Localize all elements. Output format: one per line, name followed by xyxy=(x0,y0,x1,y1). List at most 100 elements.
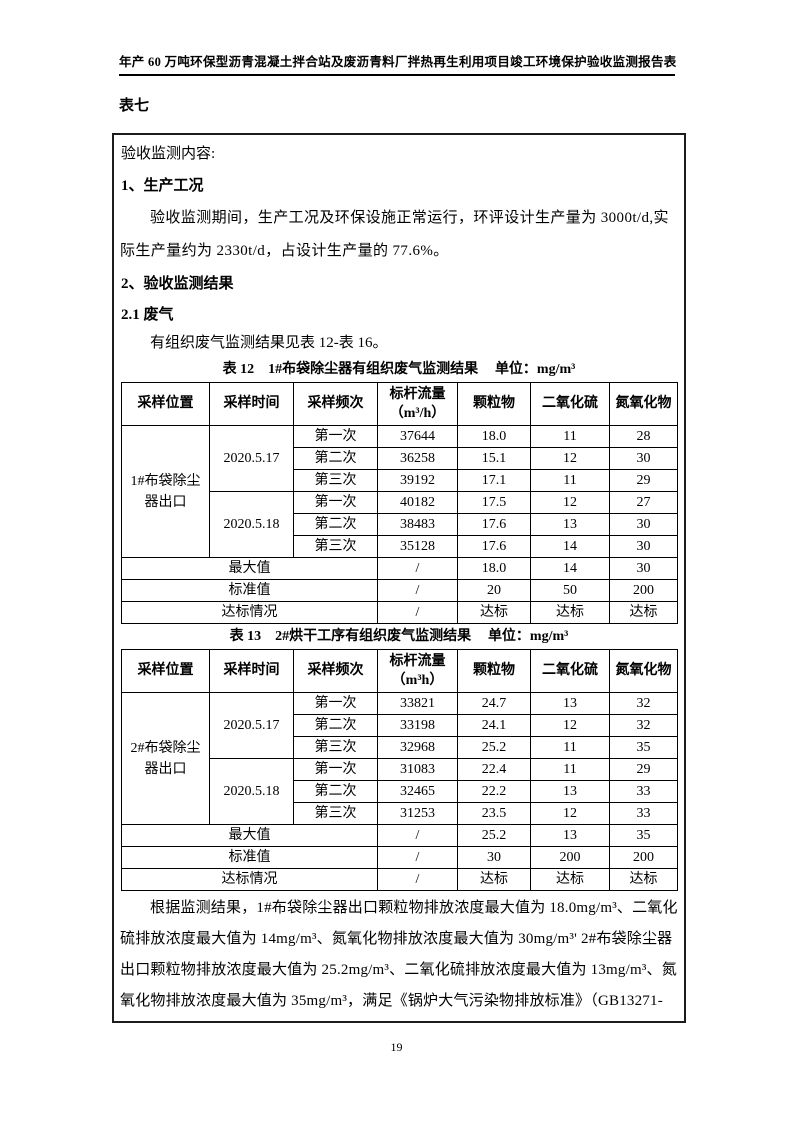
flow-value-cell: 38483 xyxy=(377,513,458,536)
flow-header-line2: （m³/h） xyxy=(389,406,446,421)
nox-value-cell: 32 xyxy=(609,692,678,715)
column-header-nox: 氮氧化物 xyxy=(609,382,678,426)
so2-value-cell: 13 xyxy=(530,513,610,536)
table-header-row: 采样位置 采样时间 采样频次 标杆流量 （m³/h） 颗粒物 二氧化硫 氮氧化物 xyxy=(121,382,678,426)
frequency-cell: 第一次 xyxy=(293,758,378,781)
table12-unit-label: 单位：mg/m³ xyxy=(494,362,576,377)
section2-heading: 2、验收监测结果 xyxy=(121,276,234,292)
section21-paragraph: 有组织废气监测结果见表 12-表 16。 xyxy=(150,335,388,351)
frequency-cell: 第三次 xyxy=(293,736,378,759)
nox-value-cell: 29 xyxy=(609,469,678,492)
summary-value-cell: 30 xyxy=(457,846,531,869)
sample-location-cell: 2#布袋除尘器出口 xyxy=(121,692,210,825)
monitor-table-12: 采样位置 采样时间 采样频次 标杆流量 （m³/h） 颗粒物 二氧化硫 氮氧化物… xyxy=(121,382,678,624)
summary-value-cell: 达标 xyxy=(457,601,531,624)
closing-paragraph: 根据监测结果，1#布袋除尘器出口颗粒物排放浓度最大值为 18.0mg/m³、二氧… xyxy=(120,900,678,1009)
nox-value-cell: 30 xyxy=(609,535,678,558)
column-header-nox: 氮氧化物 xyxy=(609,649,678,693)
flow-value-cell: 35128 xyxy=(377,535,458,558)
table-row: 1#布袋除尘器出口 2020.5.17 第一次 37644 18.0 11 28 xyxy=(121,425,678,558)
column-header-frequency: 采样频次 xyxy=(293,649,378,693)
frequency-cell: 第一次 xyxy=(293,425,378,448)
summary-label-cell: 标准值 xyxy=(121,579,378,602)
flow-value-cell: 36258 xyxy=(377,447,458,470)
sample-location-cell: 1#布袋除尘器出口 xyxy=(121,425,210,558)
section1-paragraph: 验收监测期间，生产工况及环保设施正常运行，环评设计生产量为 3000t/d,实际… xyxy=(120,210,669,259)
flow-value-cell: 32465 xyxy=(377,780,458,803)
pm-value-cell: 17.6 xyxy=(457,535,531,558)
column-header-frequency: 采样频次 xyxy=(293,382,378,426)
summary-row: 最大值 / 18.0 14 30 xyxy=(121,557,678,580)
summary-value-cell: 达标 xyxy=(530,601,610,624)
flow-value-cell: 40182 xyxy=(377,491,458,514)
frequency-cell: 第二次 xyxy=(293,780,378,803)
summary-value-cell: 达标 xyxy=(530,868,610,891)
flow-value-cell: 31083 xyxy=(377,758,458,781)
pm-value-cell: 23.5 xyxy=(457,802,531,825)
so2-value-cell: 14 xyxy=(530,535,610,558)
nox-value-cell: 33 xyxy=(609,802,678,825)
summary-label-cell: 标准值 xyxy=(121,846,378,869)
table13-caption-text: 表 13 2#烘干工序有组织废气监测结果 xyxy=(229,629,472,644)
pm-value-cell: 24.1 xyxy=(457,714,531,737)
summary-value-cell: 20 xyxy=(457,579,531,602)
so2-value-cell: 13 xyxy=(530,780,610,803)
so2-value-cell: 12 xyxy=(530,714,610,737)
nox-value-cell: 32 xyxy=(609,714,678,737)
table-row: 2020.5.18 第一次 31083 22.4 11 29 xyxy=(122,758,678,825)
pm-value-cell: 17.1 xyxy=(457,469,531,492)
summary-label-cell: 达标情况 xyxy=(121,601,378,624)
summary-value-cell: 25.2 xyxy=(457,824,531,847)
column-header-so2: 二氧化硫 xyxy=(530,382,610,426)
document-header-title: 年产 60 万吨环保型沥青混凝土拌合站及废沥青料厂拌热再生利用项目竣工环境保护验… xyxy=(119,51,676,76)
so2-value-cell: 11 xyxy=(530,736,610,759)
summary-label-cell: 达标情况 xyxy=(121,868,378,891)
summary-value-cell: 200 xyxy=(530,846,610,869)
so2-value-cell: 12 xyxy=(530,802,610,825)
flow-value-cell: 37644 xyxy=(377,425,458,448)
flow-value-cell: 31253 xyxy=(377,802,458,825)
column-header-pm: 颗粒物 xyxy=(457,382,531,426)
column-header-location: 采样位置 xyxy=(121,649,210,693)
summary-value-cell: 达标 xyxy=(457,868,531,891)
page-number: 19 xyxy=(390,1040,403,1054)
pm-value-cell: 22.2 xyxy=(457,780,531,803)
frequency-cell: 第三次 xyxy=(293,535,378,558)
table12-caption: 表 12 1#布袋除尘器有组织废气监测结果 单位：mg/m³ xyxy=(120,359,678,381)
frequency-cell: 第一次 xyxy=(293,491,378,514)
nox-value-cell: 29 xyxy=(609,758,678,781)
so2-value-cell: 11 xyxy=(530,425,610,448)
table-row: 2020.5.18 第一次 40182 17.5 12 27 xyxy=(122,491,678,558)
flow-value-cell: 33198 xyxy=(377,714,458,737)
frequency-cell: 第三次 xyxy=(293,469,378,492)
summary-row: 最大值 / 25.2 13 35 xyxy=(121,824,678,847)
so2-value-cell: 13 xyxy=(530,692,610,715)
summary-row: 标准值 / 30 200 200 xyxy=(121,846,678,869)
nox-value-cell: 27 xyxy=(609,491,678,514)
summary-row: 达标情况 / 达标 达标 达标 xyxy=(121,868,678,891)
pm-value-cell: 18.0 xyxy=(457,425,531,448)
frequency-cell: 第一次 xyxy=(293,692,378,715)
section1-heading: 1、生产工况 xyxy=(121,178,204,194)
summary-label-cell: 最大值 xyxy=(121,557,378,580)
summary-value-cell: / xyxy=(377,601,458,624)
frequency-cell: 第二次 xyxy=(293,447,378,470)
summary-value-cell: / xyxy=(377,868,458,891)
summary-value-cell: 14 xyxy=(530,557,610,580)
flow-value-cell: 33821 xyxy=(377,692,458,715)
so2-value-cell: 11 xyxy=(530,758,610,781)
pm-value-cell: 24.7 xyxy=(457,692,531,715)
so2-value-cell: 11 xyxy=(530,469,610,492)
table13-unit-label: 单位：mg/m³ xyxy=(487,629,569,644)
sample-date-cell: 2020.5.18 xyxy=(209,491,294,558)
frequency-cell: 第三次 xyxy=(293,802,378,825)
summary-value-cell: 30 xyxy=(609,557,678,580)
sample-date-cell: 2020.5.18 xyxy=(209,758,294,825)
summary-label-cell: 最大值 xyxy=(121,824,378,847)
flow-header-line1: 标杆流量 xyxy=(389,654,446,669)
so2-value-cell: 12 xyxy=(530,447,610,470)
summary-row: 达标情况 / 达标 达标 达标 xyxy=(121,601,678,624)
sample-date-cell: 2020.5.17 xyxy=(209,692,294,759)
pm-value-cell: 25.2 xyxy=(457,736,531,759)
